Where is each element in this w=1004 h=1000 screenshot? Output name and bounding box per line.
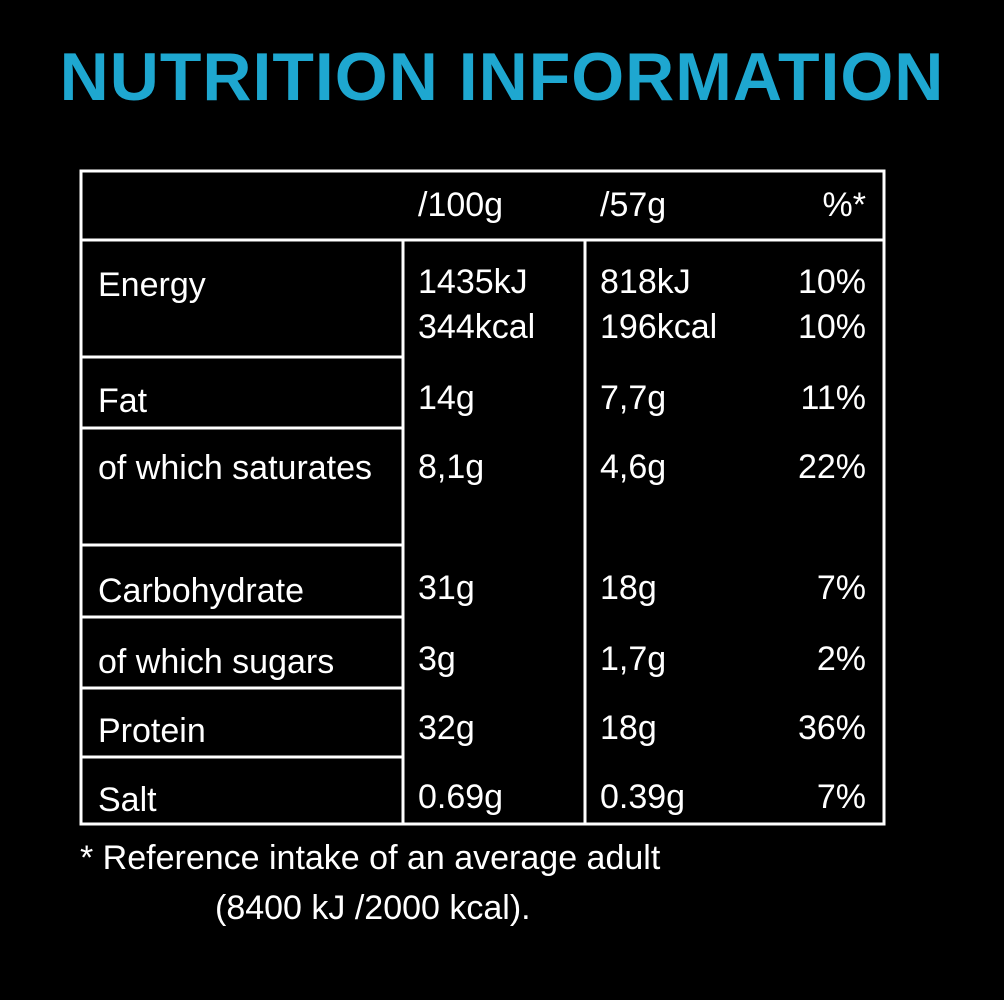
value-ri: 11% [800, 379, 866, 417]
footnote: (8400 kJ /2000 kcal). [215, 889, 531, 927]
value-ri: 10% [797, 308, 866, 346]
value-per-57g: 1,7g [600, 640, 667, 678]
value-per-100g: 8,1g [418, 448, 485, 486]
value-per-100g: 1435kJ [418, 263, 528, 301]
value-per-57g: 818kJ [600, 263, 691, 301]
value-ri: 7% [816, 778, 866, 816]
row-label: of which sugars [98, 643, 335, 681]
title: NUTRITION INFORMATION [59, 39, 945, 115]
value-per-57g: 0.39g [600, 778, 686, 816]
value-per-57g: 7,7g [600, 379, 667, 417]
row-label: Salt [98, 781, 157, 819]
value-per-100g: 344kcal [418, 308, 536, 346]
row-label: of which saturates [98, 449, 373, 487]
value-per-100g: 0.69g [418, 778, 504, 816]
row-label: Carbohydrate [98, 572, 305, 610]
value-ri: 36% [797, 709, 866, 747]
value-per-57g: 196kcal [600, 308, 718, 346]
value-ri: 22% [797, 448, 866, 486]
row-label: Protein [98, 712, 206, 750]
value-per-100g: 32g [418, 709, 475, 747]
value-ri: 10% [797, 263, 866, 301]
value-per-100g: 14g [418, 379, 475, 417]
value-ri: 7% [816, 569, 866, 607]
value-per-57g: 18g [600, 709, 657, 747]
row-label: Fat [98, 382, 148, 420]
column-header: /100g [418, 186, 504, 224]
column-header: /57g [600, 186, 667, 224]
value-per-100g: 3g [418, 640, 456, 678]
row-label: Energy [98, 266, 206, 304]
value-ri: 2% [816, 640, 866, 678]
value-per-57g: 4,6g [600, 448, 667, 486]
value-per-100g: 31g [418, 569, 475, 607]
column-header: %* [822, 186, 866, 224]
table-border [79, 169, 886, 826]
footnote: * Reference intake of an average adult [80, 839, 661, 877]
value-per-57g: 18g [600, 569, 657, 607]
